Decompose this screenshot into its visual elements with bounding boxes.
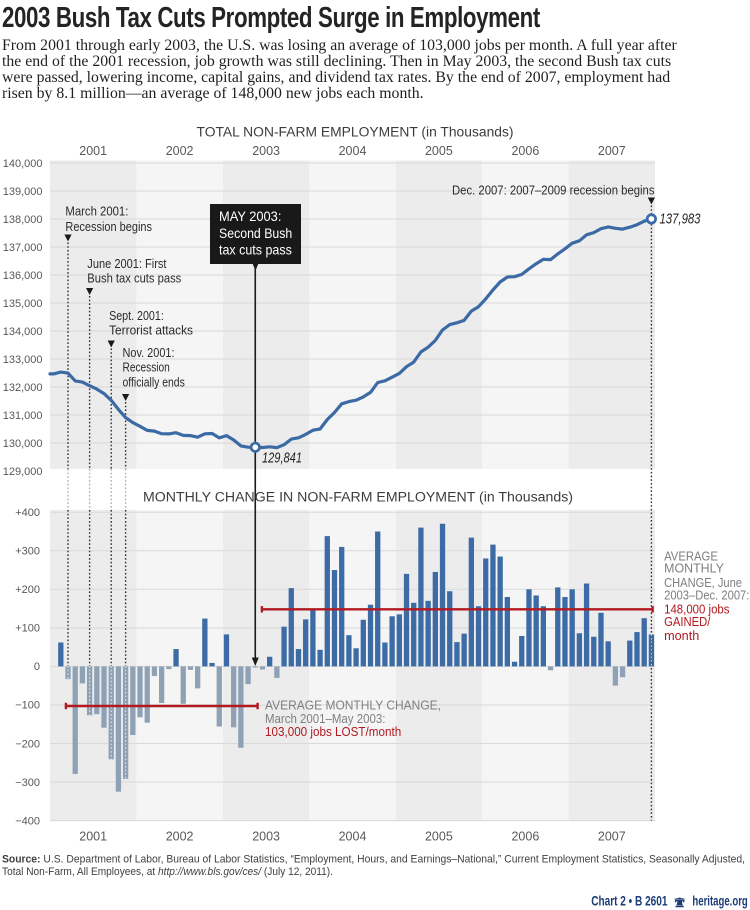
svg-text:2003–Dec. 2007:: 2003–Dec. 2007: — [664, 588, 749, 603]
svg-text:Bush tax cuts pass: Bush tax cuts pass — [87, 271, 181, 286]
svg-text:103,000 jobs LOST/month: 103,000 jobs LOST/month — [265, 724, 401, 739]
svg-text:+200: +200 — [15, 584, 40, 596]
svg-text:June 2001: First: June 2001: First — [87, 256, 167, 271]
svg-text:AVERAGE: AVERAGE — [664, 549, 718, 564]
svg-text:tax cuts pass: tax cuts pass — [219, 242, 292, 258]
svg-text:131,000: 131,000 — [3, 410, 43, 422]
svg-text:Total Non-Farm, All Employees,: Total Non-Farm, All Employees, at http:/… — [2, 866, 333, 878]
svg-text:2006: 2006 — [511, 144, 539, 158]
svg-text:0: 0 — [34, 661, 40, 673]
svg-text:MAY 2003:: MAY 2003: — [219, 208, 281, 224]
svg-text:2003: 2003 — [252, 830, 280, 844]
svg-text:Sept. 2001:: Sept. 2001: — [109, 308, 164, 323]
svg-text:Recession: Recession — [123, 359, 170, 374]
svg-text:−100: −100 — [15, 700, 40, 712]
svg-text:March 2001:: March 2001: — [65, 204, 128, 219]
svg-text:CHANGE, June: CHANGE, June — [664, 575, 742, 590]
svg-text:133,000: 133,000 — [3, 354, 43, 366]
svg-text:officially ends: officially ends — [123, 374, 186, 389]
svg-text:130,000: 130,000 — [3, 438, 43, 450]
svg-text:139,000: 139,000 — [3, 186, 43, 198]
svg-text:132,000: 132,000 — [3, 382, 43, 394]
svg-text:2002: 2002 — [166, 144, 194, 158]
svg-text:+300: +300 — [15, 546, 40, 558]
svg-text:+400: +400 — [15, 507, 40, 519]
svg-text:Chart 2 • B 2601: Chart 2 • B 2601 — [591, 894, 668, 909]
svg-text:129,000: 129,000 — [3, 466, 43, 478]
svg-text:Recession begins: Recession begins — [65, 219, 152, 234]
svg-text:AVERAGE MONTHLY CHANGE,: AVERAGE MONTHLY CHANGE, — [265, 698, 441, 713]
svg-text:2004: 2004 — [339, 830, 367, 844]
svg-text:2007: 2007 — [598, 830, 626, 844]
svg-text:2001: 2001 — [79, 144, 107, 158]
svg-text:+100: +100 — [15, 623, 40, 635]
svg-text:2007: 2007 — [598, 144, 626, 158]
svg-text:135,000: 135,000 — [3, 298, 43, 310]
svg-text:2006: 2006 — [511, 830, 539, 844]
svg-text:2002: 2002 — [166, 830, 194, 844]
svg-text:129,841: 129,841 — [262, 451, 302, 467]
svg-text:Second Bush: Second Bush — [219, 225, 292, 241]
svg-text:140,000: 140,000 — [3, 158, 43, 170]
svg-text:March 2001–May 2003:: March 2001–May 2003: — [265, 711, 385, 726]
svg-text:134,000: 134,000 — [3, 326, 43, 338]
svg-text:−300: −300 — [15, 777, 40, 789]
svg-text:2001: 2001 — [79, 830, 107, 844]
svg-text:137,983: 137,983 — [660, 212, 701, 228]
svg-text:2005: 2005 — [425, 144, 453, 158]
svg-text:TOTAL NON-FARM EMPLOYMENT (in: TOTAL NON-FARM EMPLOYMENT (in Thousands) — [197, 125, 514, 140]
svg-text:heritage.org: heritage.org — [692, 894, 747, 909]
svg-text:−200: −200 — [15, 738, 40, 750]
svg-text:2005: 2005 — [425, 830, 453, 844]
svg-text:GAINED/: GAINED/ — [664, 614, 711, 629]
svg-text:138,000: 138,000 — [3, 214, 43, 226]
svg-text:Source: U.S. Department of Lab: Source: U.S. Department of Labor, Bureau… — [2, 853, 745, 865]
svg-text:−400: −400 — [15, 815, 40, 827]
svg-text:148,000 jobs: 148,000 jobs — [664, 602, 729, 617]
svg-text:Terrorist attacks: Terrorist attacks — [109, 322, 193, 337]
svg-text:2003: 2003 — [252, 144, 280, 158]
svg-text:2004: 2004 — [339, 144, 367, 158]
svg-text:136,000: 136,000 — [3, 270, 43, 282]
svg-text:MONTHLY CHANGE IN NON-FARM EMP: MONTHLY CHANGE IN NON-FARM EMPLOYMENT (i… — [143, 490, 573, 505]
svg-text:MONTHLY: MONTHLY — [664, 561, 724, 576]
svg-text:137,000: 137,000 — [3, 242, 43, 254]
svg-text:Nov. 2001:: Nov. 2001: — [123, 345, 175, 360]
svg-text:Dec. 2007: 2007–2009 recession: Dec. 2007: 2007–2009 recession begins — [452, 182, 655, 197]
svg-text:month: month — [664, 628, 699, 643]
